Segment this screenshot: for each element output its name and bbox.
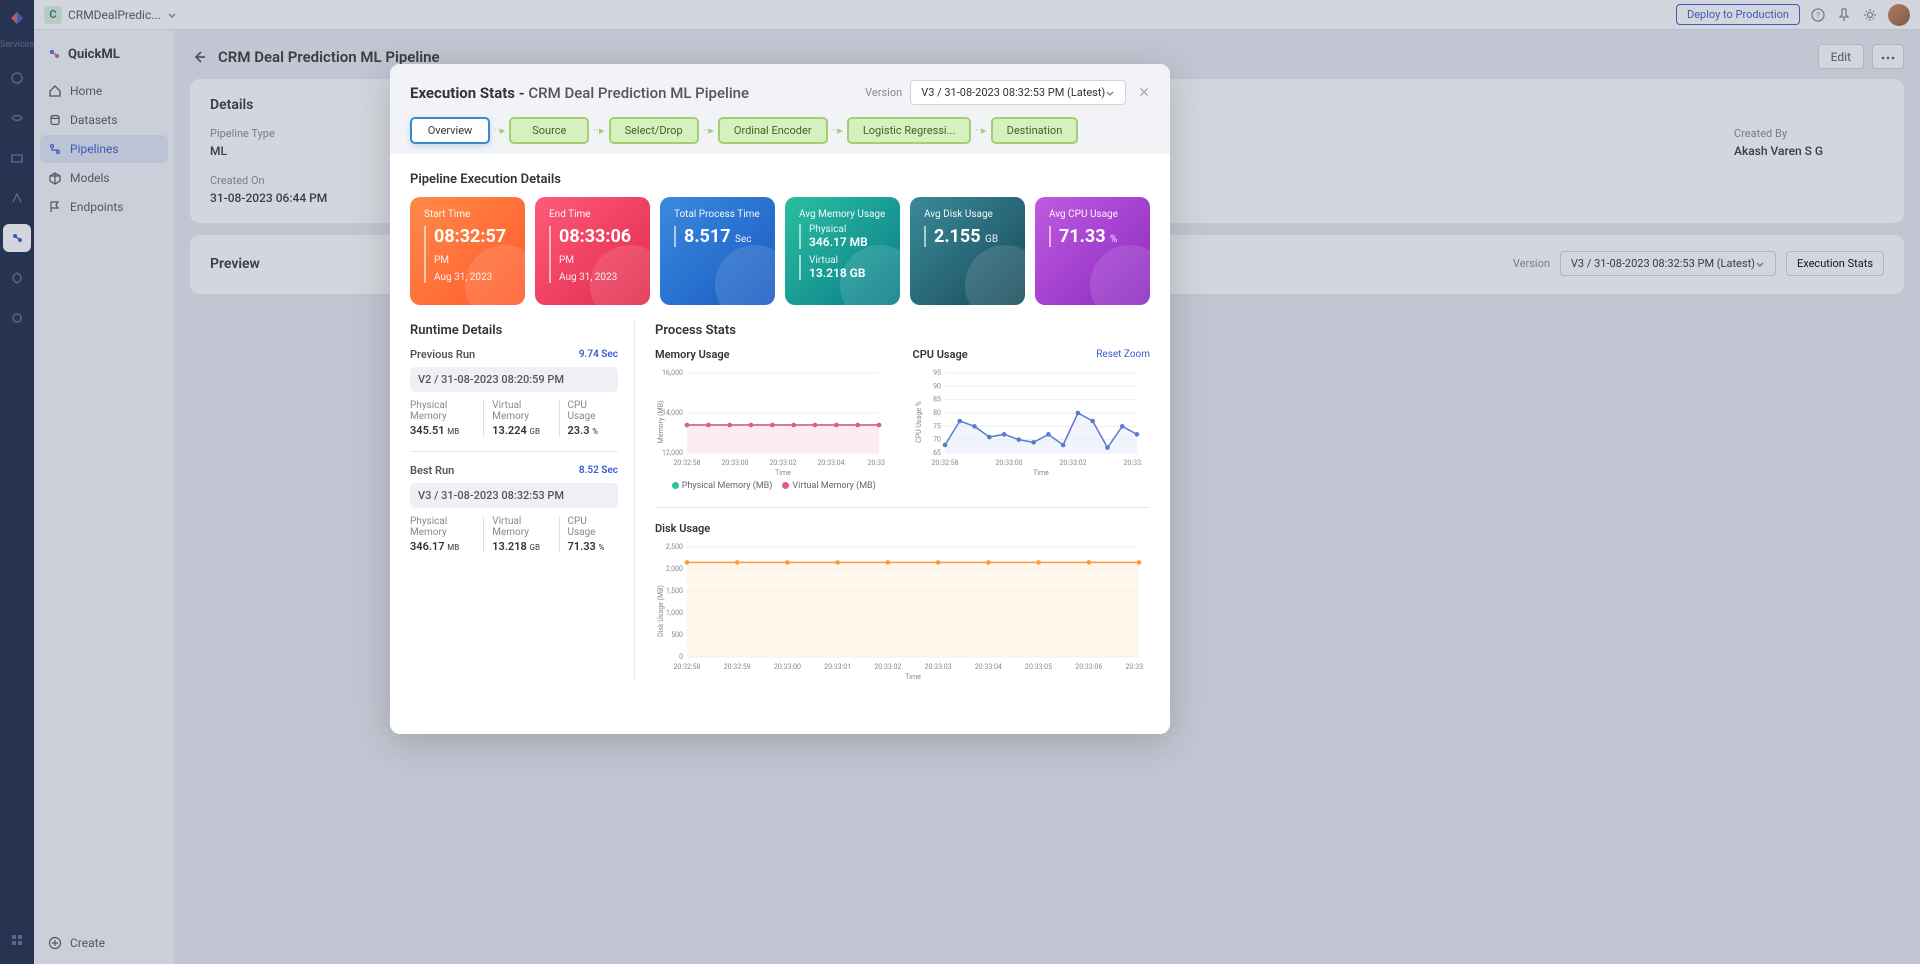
previous-run: Previous Run 9.74 Sec V2 / 31-08-2023 08… bbox=[410, 348, 618, 437]
svg-text:20:33:03: 20:33:03 bbox=[925, 663, 952, 671]
cpu-chart: CPU Usage Reset Zoom 65707580859095CPU U… bbox=[913, 348, 1151, 491]
svg-text:20:33...: 20:33... bbox=[868, 459, 885, 467]
svg-text:20:33:05: 20:33:05 bbox=[1025, 663, 1052, 671]
run-metric: CPU Usage71.33 % bbox=[560, 516, 619, 553]
svg-text:Time: Time bbox=[905, 673, 921, 681]
stat-card-disk: Avg Disk Usage 2.155 GB bbox=[910, 197, 1025, 305]
run-metric: Physical Memory345.51 MB bbox=[410, 400, 484, 437]
pipeline-steps: Overview ··▸ Source ··▸ Select/Drop ··▸ Ordina… bbox=[410, 117, 1150, 144]
stat-cards: Start Time 08:32:57 PM Aug 31, 2023 End … bbox=[410, 197, 1150, 305]
svg-text:90: 90 bbox=[933, 382, 941, 390]
svg-text:20:33:00: 20:33:00 bbox=[722, 459, 749, 467]
legend-item: Virtual Memory (MB) bbox=[782, 481, 875, 491]
process-heading: Process Stats bbox=[655, 323, 1150, 338]
pipeline-step-destination[interactable]: Destination bbox=[991, 117, 1079, 144]
svg-text:Time: Time bbox=[775, 469, 791, 477]
stat-card-cpu: Avg CPU Usage 71.33 % bbox=[1035, 197, 1150, 305]
svg-text:Disk Usage (MB): Disk Usage (MB) bbox=[657, 585, 665, 637]
svg-text:20:33:01: 20:33:01 bbox=[824, 663, 851, 671]
modal-version-label: Version bbox=[865, 86, 902, 99]
run-metric: Physical Memory346.17 MB bbox=[410, 516, 484, 553]
memory-chart: Memory Usage 12,00014,00016,000Memory (M… bbox=[655, 348, 893, 491]
arrow-icon: ··▸ bbox=[975, 124, 986, 137]
pipeline-step-overview[interactable]: Overview bbox=[410, 117, 490, 144]
svg-text:2,500: 2,500 bbox=[666, 543, 683, 551]
svg-text:95: 95 bbox=[933, 369, 941, 377]
svg-text:20:33:07: 20:33:07 bbox=[1126, 663, 1146, 671]
memory-chart-svg: 12,000 14,000 16,000 Memory (MB) 20:32:58 20:… bbox=[655, 367, 885, 477]
arrow-icon: ··▸ bbox=[593, 124, 604, 137]
modal-header: Execution Stats - CRM Deal Prediction ML… bbox=[390, 64, 1170, 154]
process-stats: Process Stats Memory Usage 12,00014,0001… bbox=[655, 319, 1150, 681]
arrow-icon: ··▸ bbox=[832, 124, 843, 137]
svg-text:20:33:02: 20:33:02 bbox=[874, 663, 901, 671]
modal-version-select[interactable]: V3 / 31-08-2023 08:32:53 PM (Latest) bbox=[910, 80, 1126, 105]
run-metric: Virtual Memory13.224 GB bbox=[484, 400, 559, 437]
svg-text:20:33:04: 20:33:04 bbox=[818, 459, 845, 467]
svg-text:20:33:04: 20:33:04 bbox=[1123, 459, 1143, 467]
svg-text:75: 75 bbox=[933, 422, 941, 430]
svg-text:20:33:04: 20:33:04 bbox=[975, 663, 1002, 671]
svg-text:12,000: 12,000 bbox=[662, 449, 683, 457]
svg-text:20:33:02: 20:33:02 bbox=[770, 459, 797, 467]
runtime-heading: Runtime Details bbox=[410, 323, 618, 338]
legend-item: Physical Memory (MB) bbox=[672, 481, 773, 491]
pipeline-step-select-drop[interactable]: Select/Drop bbox=[609, 117, 699, 144]
svg-text:500: 500 bbox=[671, 631, 683, 639]
reset-zoom-link[interactable]: Reset Zoom bbox=[1096, 349, 1150, 360]
pipeline-step-source[interactable]: Source bbox=[509, 117, 589, 144]
runtime-details: Runtime Details Previous Run 9.74 Sec V2… bbox=[410, 319, 635, 681]
disk-chart-svg: 0 500 1,000 1,500 2,000 2,500 Disk Usage (MB) 2… bbox=[655, 541, 1145, 681]
svg-text:2,000: 2,000 bbox=[666, 565, 683, 573]
run-metric: Virtual Memory13.218 GB bbox=[484, 516, 559, 553]
svg-text:16,000: 16,000 bbox=[662, 369, 683, 377]
svg-text:85: 85 bbox=[933, 396, 941, 404]
run-metric: CPU Usage23.3 % bbox=[560, 400, 619, 437]
svg-text:CPU Usage %: CPU Usage % bbox=[915, 401, 923, 443]
svg-text:1,000: 1,000 bbox=[666, 609, 683, 617]
svg-text:70: 70 bbox=[933, 436, 941, 444]
stat-card-start-time: Start Time 08:32:57 PM Aug 31, 2023 bbox=[410, 197, 525, 305]
exec-heading: Pipeline Execution Details bbox=[410, 172, 1150, 187]
svg-text:Time: Time bbox=[1033, 469, 1049, 477]
arrow-icon: ··▸ bbox=[703, 124, 714, 137]
svg-text:14,000: 14,000 bbox=[662, 409, 683, 417]
svg-text:20:32:58: 20:32:58 bbox=[931, 459, 958, 467]
svg-text:20:33:00: 20:33:00 bbox=[774, 663, 801, 671]
stat-card-memory: Avg Memory Usage Physical 346.17 MB Virt… bbox=[785, 197, 900, 305]
execution-stats-modal: Execution Stats - CRM Deal Prediction ML… bbox=[390, 64, 1170, 734]
stat-card-end-time: End Time 08:33:06 PM Aug 31, 2023 bbox=[535, 197, 650, 305]
close-icon[interactable]: ✕ bbox=[1138, 85, 1150, 101]
svg-text:Memory (MB): Memory (MB) bbox=[657, 401, 665, 444]
disk-chart: Disk Usage 05001,0001,5002,0002,500Disk … bbox=[655, 522, 1150, 681]
svg-text:20:33:02: 20:33:02 bbox=[1059, 459, 1086, 467]
svg-text:20:33:00: 20:33:00 bbox=[995, 459, 1022, 467]
stat-card-total-time: Total Process Time 8.517 Sec bbox=[660, 197, 775, 305]
svg-text:0: 0 bbox=[679, 653, 683, 661]
modal-version-value: V3 / 31-08-2023 08:32:53 PM (Latest) bbox=[921, 86, 1105, 99]
svg-text:20:32:58: 20:32:58 bbox=[674, 459, 701, 467]
pipeline-step-ordinal-encoder[interactable]: Ordinal Encoder bbox=[718, 117, 828, 144]
svg-text:20:33:06: 20:33:06 bbox=[1075, 663, 1102, 671]
best-run: Best Run 8.52 Sec V3 / 31-08-2023 08:32:… bbox=[410, 464, 618, 553]
arrow-icon: ··▸ bbox=[494, 124, 505, 137]
svg-text:65: 65 bbox=[933, 449, 941, 457]
svg-text:20:32:58: 20:32:58 bbox=[674, 663, 701, 671]
svg-text:1,500: 1,500 bbox=[666, 587, 683, 595]
svg-text:20:32:59: 20:32:59 bbox=[724, 663, 751, 671]
modal-title: Execution Stats - CRM Deal Prediction ML… bbox=[410, 84, 749, 102]
pipeline-step-logistic-regressi-[interactable]: Logistic Regressi... bbox=[847, 117, 971, 144]
chevron-down-icon bbox=[1105, 88, 1115, 98]
svg-text:80: 80 bbox=[933, 409, 941, 417]
cpu-chart-svg: 65 70 75 80 85 90 95 CPU Usage % 20:32:58 20:33:0… bbox=[913, 367, 1143, 477]
